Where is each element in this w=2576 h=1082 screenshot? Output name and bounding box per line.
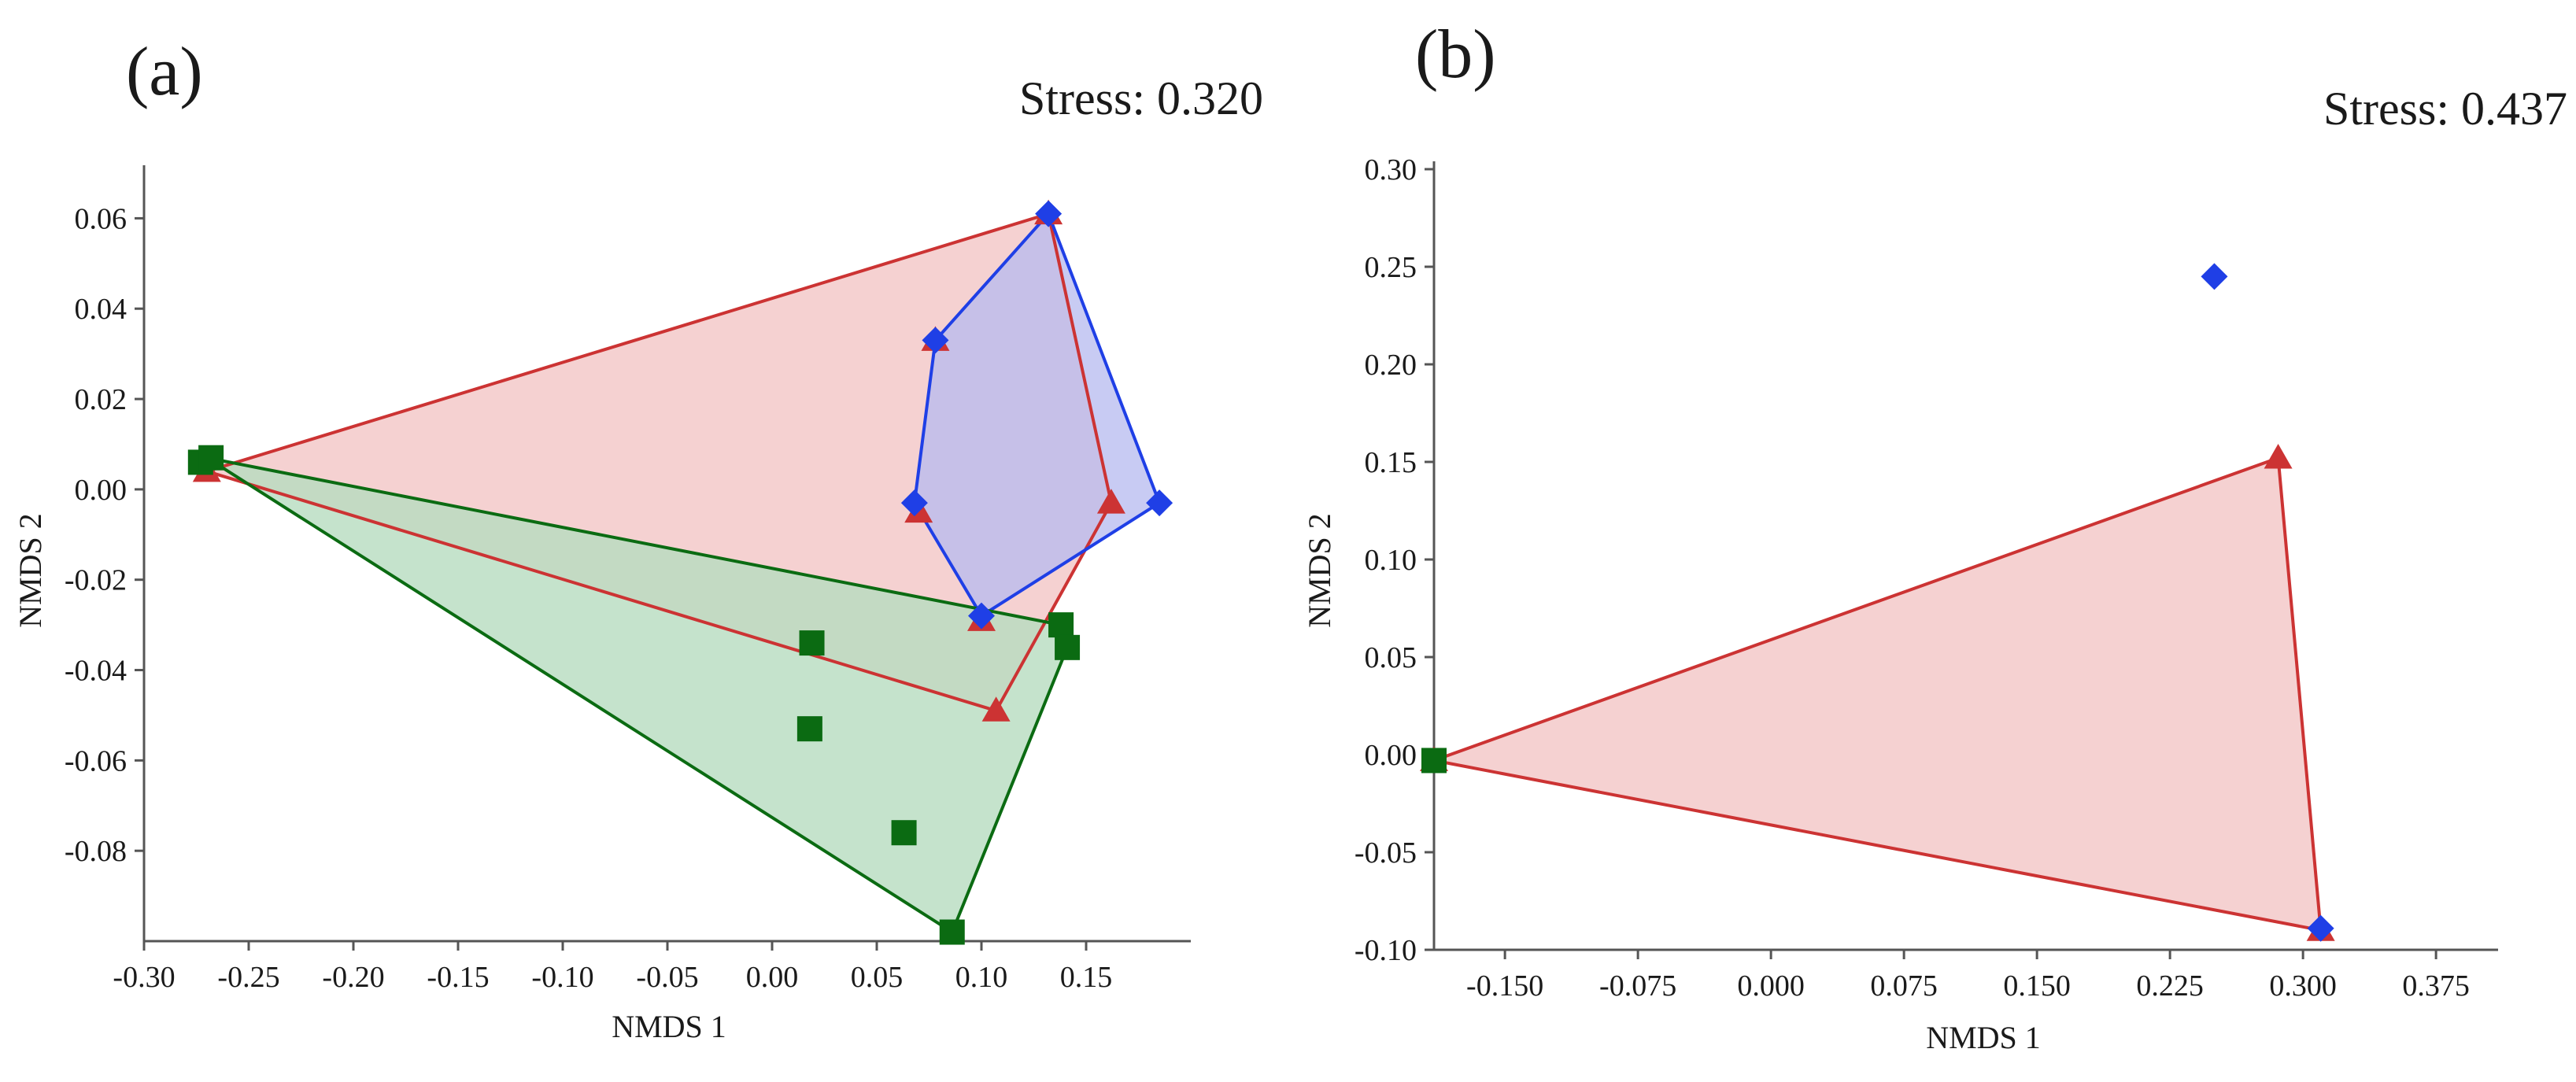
panel-a-hulls [205, 212, 1162, 934]
x-tick-label: 0.375 [2402, 969, 2470, 1003]
point-green-squares [1048, 612, 1074, 638]
panel-a-markers [187, 199, 1173, 945]
x-tick-label: 0.00 [746, 961, 799, 994]
panel-b-hulls [1432, 456, 2323, 932]
y-tick-label: 0.00 [1365, 739, 1417, 772]
y-tick-label: 0.05 [1365, 641, 1417, 674]
y-tick-label: -0.08 [65, 835, 127, 868]
point-blue-diamonds [1035, 200, 1063, 227]
x-tick-label: -0.10 [531, 961, 593, 994]
x-tick-label: 0.150 [2003, 969, 2071, 1003]
y-tick-label: -0.02 [65, 564, 127, 597]
panel-a-label: (a) [126, 34, 203, 110]
x-tick-label: -0.20 [322, 961, 384, 994]
hull-fill-red-triangles [206, 213, 1111, 711]
y-tick-label: 0.06 [75, 202, 128, 235]
y-tick-label: 0.20 [1365, 349, 1417, 382]
hull-fill-green-squares [206, 457, 1068, 932]
y-tick-label: 0.30 [1365, 153, 1417, 186]
x-tick-label: 0.225 [2136, 969, 2204, 1003]
hull-outline-red-triangles [1432, 456, 2323, 932]
x-tick-label: 0.300 [2269, 969, 2337, 1003]
panel-b-axes: 0.30 0.25 0.20 0.15 0.10 0.05 0.00 -0.05 -0.10 -0… [1355, 153, 2498, 1003]
point-green-squares [1055, 634, 1081, 660]
x-tick-label: -0.25 [217, 961, 279, 994]
point-red-triangles [1096, 489, 1125, 514]
x-tick-label: 0.05 [851, 961, 904, 994]
x-tick-label: -0.05 [636, 961, 698, 994]
panel-b-markers [1420, 263, 2335, 942]
point-blue-diamonds [968, 602, 995, 630]
panel-a-xlabel: NMDS 1 [612, 1009, 726, 1044]
point-blue-diamonds [2307, 914, 2334, 942]
y-tick-label: 0.00 [75, 474, 128, 507]
y-tick-label: 0.25 [1365, 251, 1417, 284]
panel-a-ylabel: NMDS 2 [13, 513, 48, 628]
point-red-triangles [981, 696, 1011, 722]
x-tick-label: 0.000 [1737, 969, 1805, 1003]
hull-fill-red-triangles [1434, 458, 2321, 931]
point-green-squares [799, 630, 825, 656]
point-green-squares [1421, 748, 1447, 774]
y-tick-label: 0.10 [1365, 544, 1417, 577]
x-tick-label: 0.10 [955, 961, 1008, 994]
point-green-squares [891, 820, 917, 846]
x-tick-label: -0.15 [427, 961, 489, 994]
point-blue-diamonds [2201, 263, 2228, 290]
x-tick-label: -0.30 [113, 961, 175, 994]
x-tick-label: -0.150 [1466, 969, 1543, 1003]
y-tick-label: -0.06 [65, 744, 127, 777]
hull-fill-blue-diamonds [914, 213, 1160, 616]
point-green-squares [796, 716, 822, 742]
y-tick-label: 0.15 [1365, 446, 1417, 479]
point-green-squares [198, 445, 224, 471]
point-blue-diamonds [922, 327, 949, 354]
point-blue-diamonds [1146, 489, 1173, 517]
panel-b-xlabel: NMDS 1 [1926, 1020, 2041, 1055]
y-tick-label: 0.04 [75, 293, 128, 326]
panel-b: (b) Stress: 0.437 NMDS 1 NMDS 2 0.30 0.25… [1302, 17, 2567, 1055]
panel-b-stress: Stress: 0.437 [2323, 83, 2567, 135]
y-tick-label: -0.04 [65, 655, 127, 688]
point-green-squares [939, 919, 965, 945]
hull-outline-blue-diamonds [912, 212, 1162, 618]
x-tick-label: -0.075 [1599, 969, 1676, 1003]
panel-a: (a) Stress: 0.320 NMDS 1 NMDS 2 0.06 0.04… [13, 34, 1263, 1044]
panel-b-ylabel: NMDS 2 [1302, 513, 1337, 628]
x-tick-label: 0.15 [1060, 961, 1113, 994]
y-tick-label: -0.10 [1355, 934, 1417, 967]
y-tick-label: -0.05 [1355, 836, 1417, 870]
point-blue-diamonds [900, 489, 928, 517]
point-red-triangles [2264, 444, 2293, 469]
x-tick-label: 0.075 [1870, 969, 1938, 1003]
panel-a-axes: 0.06 0.04 0.02 0.00 -0.02 -0.04 -0.06 -0.08 -0.3… [65, 165, 1191, 994]
panel-a-stress: Stress: 0.320 [1019, 72, 1263, 124]
panel-b-label: (b) [1415, 17, 1496, 93]
y-tick-label: 0.02 [75, 383, 128, 416]
